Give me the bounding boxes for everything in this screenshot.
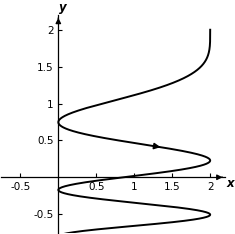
Text: y: y <box>59 1 67 14</box>
Text: x: x <box>226 177 234 190</box>
